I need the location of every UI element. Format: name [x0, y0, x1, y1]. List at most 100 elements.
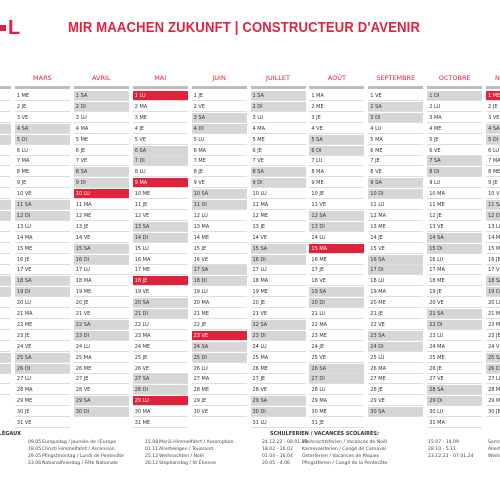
- day-cell: 8 ME: [0, 167, 11, 178]
- day-cell: 23 ME: [309, 331, 365, 341]
- day-cell: 25 SA: [14, 352, 70, 363]
- day-cell: 10 LU: [250, 189, 306, 200]
- day-cell: 7 DI: [132, 156, 188, 167]
- day-cell: 10 ME: [132, 189, 188, 200]
- day-cell: 28 JE: [368, 385, 424, 396]
- day-cell: 31 VE: [14, 418, 70, 428]
- logo: L: [8, 17, 21, 39]
- day-cell: 7 MA: [0, 156, 11, 167]
- month-bar: [250, 86, 306, 89]
- day-cell: 27 VE: [427, 374, 483, 385]
- day-cell: 4 DI: [191, 123, 247, 134]
- day-cell: 15 JE: [191, 244, 247, 254]
- header-title: MIR MAACHEN ZUKUNFT | CONSTRUCTEUR D'AVE…: [68, 20, 421, 36]
- day-cell: 29 JE: [191, 396, 247, 407]
- day-cell: 14 LU: [309, 233, 365, 243]
- day-cell: 12 DI: [0, 210, 11, 221]
- day-cell: 16 JE: [0, 255, 11, 265]
- day-cell: 10 VE: [0, 189, 11, 200]
- day-cell: 15 DI: [427, 243, 483, 254]
- day-cell: 29 MA: [309, 396, 365, 407]
- day-cell: 30 MA: [132, 407, 188, 418]
- day-cell: 2 ME: [309, 102, 365, 112]
- day-cell: 23 MA: [132, 331, 188, 341]
- month-header: MAI: [154, 74, 167, 82]
- day-cell: 20 VE: [427, 298, 483, 309]
- day-cell: 10 DI: [368, 189, 424, 200]
- day-cell: 6 LU: [486, 146, 500, 156]
- day-cell: 27 ME: [368, 374, 424, 385]
- day-cell: 20 SA: [132, 298, 188, 309]
- day-cell: 18 SA: [0, 276, 11, 287]
- day-cell: 13 LU: [0, 222, 11, 232]
- day-cell: 23 JE: [486, 331, 500, 341]
- day-cell: 6 JE: [73, 146, 129, 156]
- day-cell: 17 VE: [0, 265, 11, 276]
- day-cell: 12 SA: [309, 210, 365, 221]
- day-cell: 25 VE: [309, 353, 365, 363]
- day-cell: 30 JE: [14, 407, 70, 418]
- day-cell: 5 SA: [309, 134, 365, 145]
- day-cell: 10 LU: [73, 189, 129, 200]
- day-cell: 8 DI: [427, 167, 483, 178]
- day-cell: 7 LU: [309, 156, 365, 167]
- day-cell: 29 DI: [427, 396, 483, 407]
- day-cell: 21 JE: [368, 309, 424, 319]
- day-cell: 8 MA: [309, 167, 365, 178]
- day-cell: 20 JE: [250, 298, 306, 309]
- day-cell: 23 VE: [191, 330, 247, 341]
- day-cell: 28 ME: [191, 385, 247, 396]
- month-bar: [14, 86, 70, 89]
- day-cell: 27 MA: [191, 374, 247, 385]
- day-cell: 20 DI: [309, 298, 365, 309]
- day-cell: 4 MA: [250, 124, 306, 134]
- day-cell: 4 MA: [73, 124, 129, 134]
- day-cell: 25 DI: [191, 352, 247, 363]
- day-cell: 9 VE: [191, 178, 247, 189]
- day-cell: 14 VE: [73, 233, 129, 243]
- day-cell: 27 LU: [486, 374, 500, 385]
- day-cell: 9 DI: [73, 178, 129, 189]
- holiday-date: 23.06: [28, 461, 42, 466]
- day-cell: 31 LU: [250, 418, 306, 428]
- day-cell: 16 DI: [73, 254, 129, 265]
- day-cell: 30 ME: [309, 407, 365, 418]
- day-cell: 17 ME: [132, 265, 188, 276]
- day-cell: 5 MA: [368, 135, 424, 145]
- holiday-date: 26.12: [145, 461, 159, 466]
- day-cell: 23 SA: [368, 330, 424, 341]
- day-cell: 26 DI: [0, 363, 11, 374]
- day-cell: 17 JE: [309, 265, 365, 276]
- day-cell: 11 ME: [427, 200, 483, 210]
- day-cell: 26 VE: [132, 364, 188, 374]
- day-cell: 20 ME: [368, 298, 424, 309]
- day-cell: 18 LU: [368, 276, 424, 287]
- day-cell: 16 MA: [132, 255, 188, 265]
- day-cell: 15 VE: [368, 244, 424, 254]
- day-cell: 4 SA: [0, 123, 11, 134]
- day-cell: 28 MA: [14, 385, 70, 396]
- day-cell: 31 MA: [427, 418, 483, 428]
- day-cell: 30 DI: [73, 407, 129, 418]
- day-cell: 9 SA: [368, 178, 424, 189]
- day-cell: 16 DI: [250, 254, 306, 265]
- day-cell: 19 VE: [132, 287, 188, 298]
- day-cell: 1 ME: [14, 91, 70, 101]
- day-cell: 3 VE: [14, 113, 70, 123]
- day-cell: 6 VE: [427, 146, 483, 156]
- day-cell: 24 DI: [368, 341, 424, 352]
- day-cell: 24 SA: [191, 341, 247, 352]
- day-cell: 21 SA: [427, 309, 483, 319]
- day-cell: 28 MA: [486, 385, 500, 396]
- day-cell: 30 LU: [427, 407, 483, 418]
- day-cell: 3 JE: [309, 113, 365, 123]
- day-cell: 4 SA: [14, 123, 70, 134]
- day-cell: 10 MA: [427, 189, 483, 200]
- day-cell: 13 JE: [73, 222, 129, 232]
- day-cell: 10 VE: [486, 189, 500, 200]
- day-cell: 27 DI: [309, 374, 365, 385]
- day-cell: 22 SA: [73, 319, 129, 330]
- holiday-date: 25.12: [145, 454, 159, 459]
- day-cell: 9 ME: [309, 178, 365, 189]
- school-holiday-name: Karnevalsferien / Congé de Carnaval: [302, 447, 387, 452]
